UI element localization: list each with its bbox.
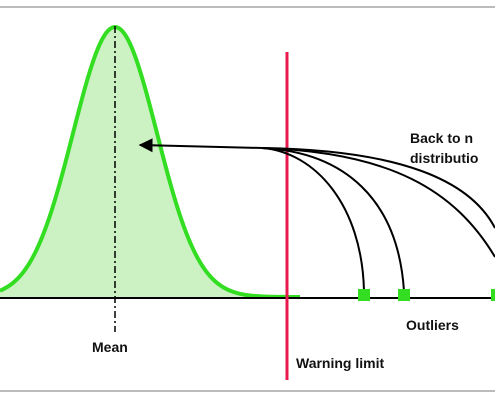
return-arrow-1 — [261, 147, 365, 292]
outlier-marker-2 — [398, 289, 410, 301]
return-arrow-2 — [261, 147, 405, 292]
warning-limit-label: Warning limit — [296, 355, 384, 371]
return-arrow-4 — [261, 147, 495, 258]
distribution-fill — [0, 27, 300, 298]
distribution-curve — [0, 25, 300, 299]
return-arrow-3 — [261, 147, 495, 229]
back-to-normal-label-line2: distributio — [410, 150, 478, 166]
mean-label: Mean — [92, 339, 128, 355]
back-to-normal-label-line1: Back to n — [410, 130, 473, 146]
outliers-label: Outliers — [406, 317, 459, 333]
outlier-marker-3 — [491, 289, 495, 301]
return-arrow-main — [138, 138, 263, 153]
outlier-marker-1 — [358, 289, 370, 301]
